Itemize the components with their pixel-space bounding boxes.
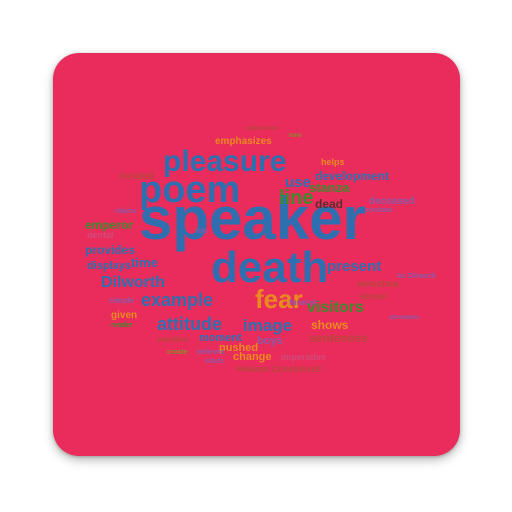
word-speaker: speaker <box>139 185 366 252</box>
word-reader: reader <box>111 322 133 329</box>
word-contrast: contrast <box>365 207 393 214</box>
word-helps: helps <box>321 157 345 167</box>
word-attendants: attendants <box>389 315 420 321</box>
word-image: image <box>243 316 293 335</box>
word-poem: poem <box>139 169 241 211</box>
word-death: death <box>211 243 329 292</box>
word-create: create <box>167 349 188 356</box>
word-line: line <box>279 187 314 209</box>
word-heaven-considered: Heaven Considered <box>237 364 322 374</box>
word-displays: displays <box>87 260 132 272</box>
word-development: development <box>315 169 390 183</box>
app-icon[interactable]: speaker death poem pleasure fear example… <box>53 53 460 456</box>
word-believes: believes <box>197 349 225 356</box>
word-simple: simple <box>109 296 135 305</box>
word-provides: provides <box>85 243 136 257</box>
word-change: change <box>233 351 272 363</box>
word-pleasure: pleasure <box>163 145 287 178</box>
word-given: given <box>111 310 138 321</box>
word-boys: boys <box>257 335 283 347</box>
word-tone: tone <box>289 133 302 139</box>
word-wenches: wenches <box>357 279 400 290</box>
word-claims: claims <box>115 208 137 215</box>
word-attitude: attitude <box>157 314 222 334</box>
word-role: role <box>195 228 208 235</box>
word-furthermore: furthermore <box>245 126 280 132</box>
word-deceased: deceased <box>369 196 415 207</box>
word-emotion: emotion <box>157 335 189 344</box>
word-located: located <box>119 171 155 182</box>
word-dead: dead <box>315 197 344 211</box>
word-imperative: imperative <box>281 352 327 362</box>
word-time: time <box>131 255 158 270</box>
word-dilworth: Dilworth <box>101 274 165 291</box>
word-stanza: stanza <box>309 180 350 195</box>
word-visitors: visitors <box>307 299 364 316</box>
word-emphasizes: emphasizes <box>215 136 272 147</box>
word-present: present <box>327 258 382 275</box>
word-moment: moment <box>199 332 242 344</box>
word-cloud: speaker death poem pleasure fear example… <box>53 53 460 456</box>
word-shows: shows <box>311 318 349 332</box>
word-pushed: pushed <box>219 342 259 354</box>
word-emperor: emperor <box>85 218 134 232</box>
word-sexual: sexual <box>359 291 388 301</box>
word-sentences: sentences <box>309 331 368 345</box>
word-as-dilworth: As Dilworth <box>397 273 436 280</box>
word-dental: dental <box>87 230 114 240</box>
word-fear: fear <box>255 284 303 314</box>
word-funeral: funeral <box>289 298 316 307</box>
word-use: use <box>285 174 311 191</box>
word-example: example <box>141 290 214 310</box>
word-starts: starts <box>205 358 225 365</box>
